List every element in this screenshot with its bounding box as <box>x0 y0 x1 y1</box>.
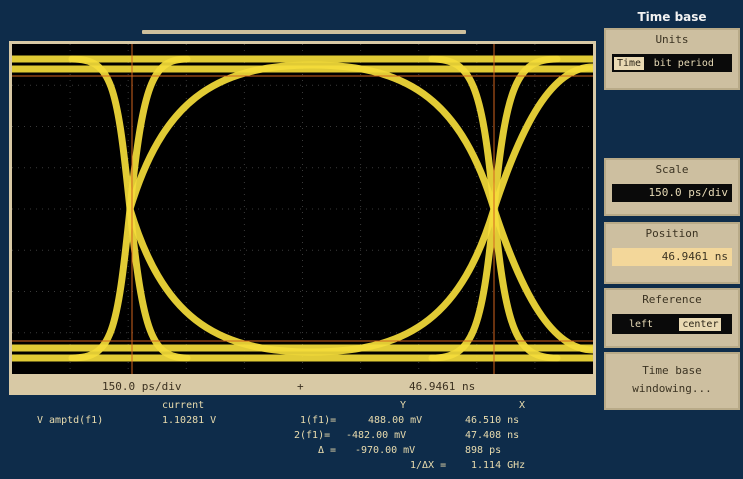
units-option-bit-period[interactable]: bit period <box>653 58 714 69</box>
eye-traces <box>12 55 593 362</box>
units-label: Units <box>655 33 689 46</box>
marker1-y: 488.00 mV <box>368 415 423 426</box>
reference-label: Reference <box>642 293 702 306</box>
marker1-label: 1(f1)= <box>300 415 337 426</box>
windowing-softkey[interactable]: Time base windowing... <box>604 352 740 410</box>
reference-softkey[interactable]: Reference left center <box>604 288 740 348</box>
panel-title: Time base <box>637 10 707 24</box>
measurement-current-value: 1.10281 V <box>162 415 217 426</box>
trace-right-lower <box>490 205 593 354</box>
units-option-time[interactable]: Time <box>614 57 645 70</box>
graticule <box>12 44 593 374</box>
scale-label: Scale <box>655 163 689 176</box>
delta-label: Δ = <box>318 445 337 456</box>
position-label: Position <box>645 227 699 240</box>
units-softkey[interactable]: Units Time bit period <box>604 28 740 90</box>
y-column-header: Y <box>400 400 407 411</box>
reference-option-center[interactable]: center <box>679 318 722 331</box>
scale-softkey[interactable]: Scale 150.0 ps/div <box>604 158 740 216</box>
inverse-delta-value: 1.114 GHz <box>471 460 526 471</box>
windowing-label-line1: Time base <box>642 364 702 377</box>
scale-readout: 150.0 ps/div <box>102 380 182 393</box>
trace-eye-upper <box>126 61 498 213</box>
inverse-delta-label: 1/ΔX = <box>410 460 447 471</box>
marker2-label: 2(f1)= <box>294 430 331 441</box>
units-selector[interactable]: Time bit period <box>612 54 732 72</box>
position-readout: 46.9461 ns <box>409 380 476 393</box>
measurement-name[interactable]: V amptd(f1) <box>37 415 104 426</box>
waveform-display[interactable] <box>12 44 593 374</box>
waveform-status-strip: 150.0 ps/div + 46.9461 ns <box>9 378 596 395</box>
delta-y: -970.00 mV <box>355 445 416 456</box>
position-value-field[interactable]: 46.9461 ns <box>612 248 732 266</box>
x-column-header: X <box>519 400 526 411</box>
reference-option-left[interactable]: left <box>629 319 654 330</box>
marker1-x: 46.510 ns <box>465 415 520 426</box>
marker2-x: 47.408 ns <box>465 430 520 441</box>
trace-right-upper <box>490 63 593 213</box>
trace-eye-lower <box>126 205 498 356</box>
current-column-header: current <box>162 400 205 411</box>
reference-selector[interactable]: left center <box>612 314 732 334</box>
eye-diagram <box>12 44 593 374</box>
trigger-marker: + <box>297 380 304 393</box>
record-length-bar <box>142 30 466 34</box>
scale-value-field[interactable]: 150.0 ps/div <box>612 184 732 202</box>
windowing-label-line2: windowing... <box>632 382 712 395</box>
delta-x: 898 ps <box>465 445 502 456</box>
marker-lines <box>12 44 593 374</box>
marker2-y: -482.00 mV <box>346 430 407 441</box>
position-softkey[interactable]: Position 46.9461 ns <box>604 222 740 284</box>
